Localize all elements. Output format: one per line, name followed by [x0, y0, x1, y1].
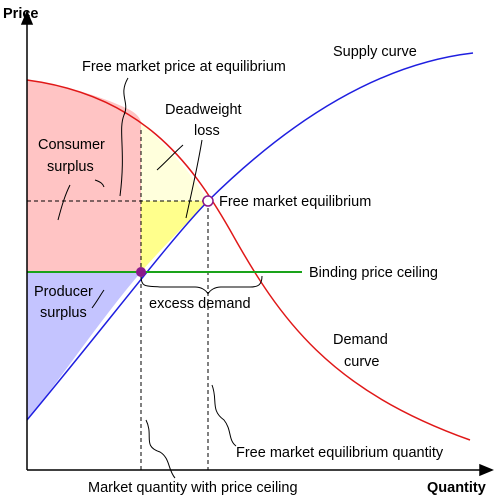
demand-curve-line	[26, 79, 471, 441]
equilibrium-quantity-pointer	[211, 384, 237, 447]
binding-price-ceiling-label: Binding price ceiling	[309, 265, 438, 281]
deadweight-loss-lower-area	[141, 201, 208, 272]
y-axis-arrow-icon	[20, 10, 34, 25]
deadweight-loss-label-line-2: loss	[194, 123, 220, 139]
free-market-equilibrium-quantity-label: Free market equilibrium quantity	[236, 445, 444, 461]
price-ceiling-point	[136, 267, 146, 277]
free-market-equilibrium-label: Free market equilibrium	[219, 194, 371, 210]
x-axis-arrow-icon	[479, 463, 494, 477]
deadweight-loss-upper-area	[141, 122, 208, 201]
deadweight-loss-label-line-1: Deadweight	[165, 102, 242, 118]
supply-curve-label: Supply curve	[333, 44, 417, 60]
consumer-surplus-label-line-2: surplus	[47, 159, 94, 175]
y-axis-title: Price	[3, 6, 38, 22]
market-quantity-with-ceiling-label: Market quantity with price ceiling	[88, 480, 298, 496]
producer-surplus-label-line-2: surplus	[40, 305, 87, 321]
consumer-surplus-lower-pointer	[57, 184, 71, 221]
ceiling-quantity-pointer	[145, 419, 176, 479]
free-market-price-label: Free market price at equilibrium	[82, 59, 286, 75]
consumer-surplus-pointer	[94, 179, 105, 188]
demand-curve-label-line-1: Demand	[333, 332, 388, 348]
free-market-price-pointer	[119, 77, 129, 197]
x-axis-title: Quantity	[427, 480, 486, 496]
demand-curve-label-line-2: curve	[344, 354, 379, 370]
producer-surplus-pointer	[91, 289, 105, 309]
deadweight-loss-pointer-upper	[156, 144, 184, 171]
producer-surplus-label-line-1: Producer	[34, 284, 93, 300]
excess-demand-label: excess demand	[149, 296, 251, 312]
free-market-equilibrium-point	[202, 195, 214, 207]
producer-surplus-area	[27, 272, 141, 420]
consumer-surplus-label-line-1: Consumer	[38, 137, 105, 153]
consumer-surplus-area	[27, 80, 141, 272]
deadweight-loss-pointer-lower	[185, 139, 203, 219]
excess-demand-brace	[140, 275, 263, 296]
